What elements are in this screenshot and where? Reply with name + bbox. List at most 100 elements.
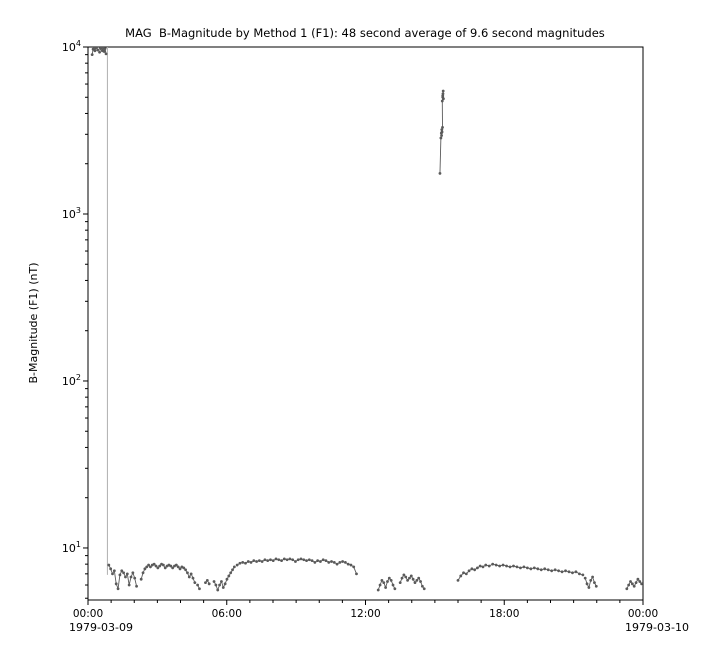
b-magnitude-f1-point: [149, 565, 152, 569]
b-magnitude-f1-point: [415, 578, 419, 582]
b-magnitude-f1-point: [630, 582, 634, 586]
b-magnitude-f1-point: [501, 563, 505, 567]
b-magnitude-f1-point: [145, 565, 149, 569]
b-magnitude-f1-point: [135, 584, 138, 588]
b-magnitude-f1-point: [581, 573, 585, 577]
b-magnitude-f1-point: [587, 586, 591, 589]
b-magnitude-f1-point: [532, 566, 536, 570]
b-magnitude-f1-point: [512, 564, 515, 568]
b-magnitude-f1-point: [156, 566, 160, 570]
b-magnitude-f1-point: [176, 565, 180, 569]
b-magnitude-f1-point: [346, 562, 350, 566]
b-magnitude-f1-point: [478, 564, 482, 568]
b-magnitude-f1-point: [122, 571, 126, 575]
b-magnitude-f1-point: [316, 559, 320, 563]
b-magnitude-f1-point: [441, 94, 445, 98]
b-magnitude-f1-point: [102, 50, 106, 53]
x-tick-label: 12:00: [350, 608, 380, 620]
b-magnitude-f1-point: [571, 571, 574, 575]
b-magnitude-f1-point: [391, 583, 395, 587]
b-magnitude-f1-point: [560, 570, 564, 574]
b-magnitude-f1-point: [189, 572, 193, 576]
b-magnitude-f1-point: [280, 559, 283, 563]
b-magnitude-f1-point: [125, 572, 129, 576]
b-magnitude-f1-point: [378, 583, 382, 587]
y-tick-label: 102: [62, 373, 81, 388]
b-magnitude-f1-point: [332, 560, 336, 564]
b-magnitude-f1-point: [296, 558, 300, 562]
b-magnitude-f1-point: [408, 576, 411, 580]
x-tick-label: 06:00: [212, 608, 242, 620]
b-magnitude-f1-point: [174, 563, 178, 567]
b-magnitude-f1-point: [593, 581, 596, 585]
b-magnitude-f1-point: [422, 587, 426, 591]
b-magnitude-f1-point: [171, 566, 175, 570]
b-magnitude-f1-point: [439, 136, 443, 140]
x-tick-label: 00:00: [628, 608, 658, 620]
b-magnitude-f1-point: [330, 560, 333, 563]
b-magnitude-f1-point: [508, 565, 512, 569]
b-magnitude-f1-point: [529, 567, 533, 571]
b-magnitude-f1-point: [98, 50, 101, 54]
b-magnitude-f1-point: [169, 564, 173, 568]
y-tick-label: 103: [62, 206, 81, 221]
b-magnitude-f1-point: [352, 565, 356, 569]
b-magnitude-f1-point: [335, 562, 339, 566]
b-magnitude-f1-point: [147, 563, 150, 567]
b-magnitude-f1-point: [467, 569, 471, 573]
b-magnitude-f1-point: [154, 564, 158, 568]
b-magnitude-f1-point: [440, 130, 444, 134]
b-magnitude-f1-point: [343, 560, 347, 564]
b-magnitude-f1-point: [288, 557, 292, 561]
b-magnitude-f1-point: [494, 563, 498, 567]
y-tick-label: 101: [62, 540, 81, 555]
b-magnitude-f1-point: [398, 581, 402, 585]
b-magnitude-f1-point: [420, 584, 424, 588]
b-magnitude-f1-point: [505, 564, 508, 568]
b-magnitude-f1-point: [95, 47, 99, 49]
b-magnitude-f1-point: [266, 559, 270, 563]
b-magnitude-f1-point: [221, 586, 225, 589]
b-magnitude-f1-point: [158, 564, 162, 568]
b-magnitude-f1-point: [386, 580, 389, 583]
b-magnitude-f1-point: [406, 578, 409, 582]
b-magnitude-f1-point: [462, 571, 465, 575]
b-magnitude-f1-point: [387, 576, 391, 580]
b-magnitude-f1-point: [109, 567, 113, 571]
b-magnitude-f1-line: [377, 577, 396, 591]
b-magnitude-f1-point: [438, 172, 442, 175]
b-magnitude-f1-point: [413, 581, 417, 585]
b-magnitude-f1-point: [411, 577, 415, 581]
b-magnitude-f1-point: [400, 576, 404, 580]
b-magnitude-f1-point: [376, 588, 380, 592]
b-magnitude-f1-point: [141, 571, 145, 575]
b-magnitude-f1-point: [257, 559, 261, 563]
b-magnitude-f1-point: [252, 559, 256, 563]
b-magnitude-f1-point: [131, 571, 135, 575]
x-axis-date-left: 1979-03-09: [69, 621, 133, 634]
b-magnitude-f1-point: [227, 574, 231, 578]
b-magnitude-f1-point: [470, 567, 474, 571]
b-magnitude-f1-point: [456, 578, 460, 582]
b-magnitude-f1-point: [393, 587, 397, 591]
b-magnitude-f1-point: [291, 558, 295, 562]
b-magnitude-f1-point: [441, 126, 444, 129]
b-magnitude-f1-point: [198, 587, 201, 591]
b-magnitude-f1-point: [440, 134, 443, 137]
b-magnitude-f1-point: [161, 563, 165, 567]
b-magnitude-f1-point: [473, 568, 477, 572]
b-magnitude-f1-point: [515, 565, 519, 569]
b-magnitude-f1-point: [127, 583, 131, 587]
b-magnitude-f1-point: [341, 560, 345, 563]
b-magnitude-f1-point: [567, 570, 571, 574]
b-magnitude-f1-point: [277, 558, 281, 562]
b-magnitude-f1-point: [355, 572, 358, 576]
b-magnitude-f1-point: [220, 580, 223, 583]
b-magnitude-f1-point: [107, 563, 111, 567]
b-magnitude-f1-point: [116, 587, 120, 591]
b-magnitude-f1-point: [187, 575, 191, 579]
b-magnitude-f1-point: [310, 559, 314, 563]
b-magnitude-f1-point: [191, 576, 195, 580]
b-magnitude-f1-point: [441, 89, 445, 93]
